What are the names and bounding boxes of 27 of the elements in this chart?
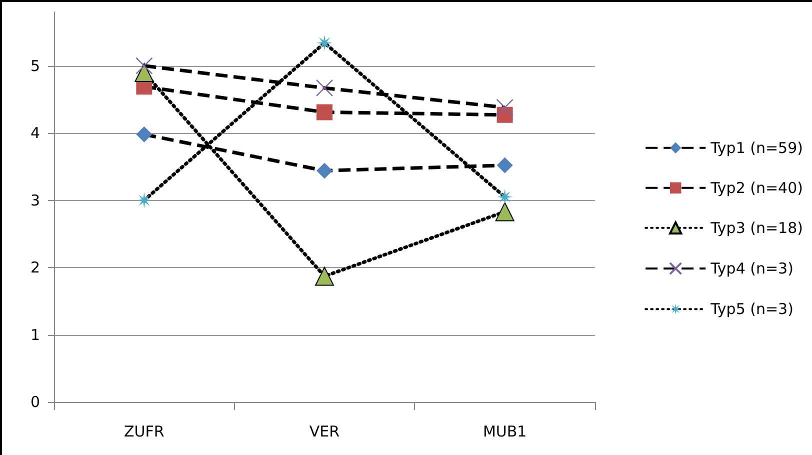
point — [316, 34, 332, 51]
point — [136, 57, 153, 74]
point — [496, 188, 513, 205]
point — [134, 63, 154, 82]
legend-label: Typ2 (n=40) — [710, 178, 804, 197]
y-tick-label: 4 — [30, 124, 40, 142]
y-tick-label: 5 — [30, 56, 40, 75]
x-tick-label: MUB1 — [482, 422, 527, 440]
y-tick-label: 1 — [30, 326, 40, 344]
point — [496, 98, 514, 116]
point — [136, 126, 152, 142]
legend-label: Typ3 (n=18) — [710, 218, 804, 237]
point — [316, 104, 332, 120]
x-tick-label: ZUFR — [124, 422, 164, 440]
y-tick-label: 3 — [30, 191, 40, 210]
legend-label: Typ1 (n=59) — [710, 138, 804, 157]
x-tick-label: VER — [309, 422, 340, 440]
point — [496, 157, 513, 174]
point — [136, 192, 152, 208]
point — [315, 266, 334, 286]
legend-label: Typ4 (n=3) — [710, 260, 794, 278]
y-tick-label: 2 — [30, 258, 40, 277]
legend-label: Typ5 (n=3) — [710, 300, 794, 318]
point — [316, 79, 334, 97]
y-tick-label: 0 — [30, 393, 40, 411]
point — [316, 162, 332, 179]
point — [495, 202, 514, 222]
